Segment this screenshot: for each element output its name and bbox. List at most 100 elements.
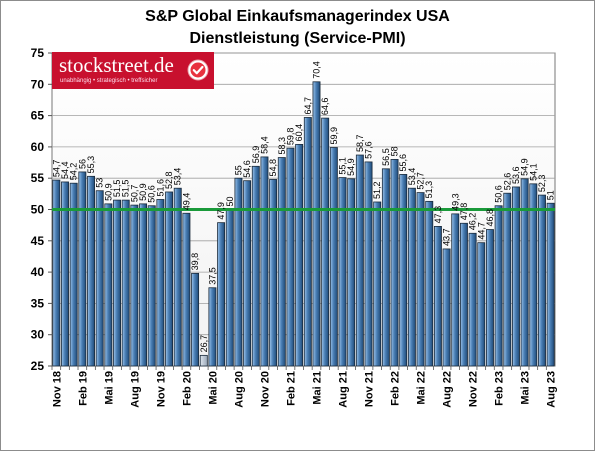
bar [425, 200, 434, 367]
value-label: 57,6 [364, 141, 374, 159]
x-axis-ticks: Nov 18 Feb 19 Mai 19 Aug 19 Nov 19 Feb 20 Mai … [51, 366, 558, 408]
bar [217, 222, 226, 367]
bar [243, 180, 252, 367]
value-label: 56 [77, 159, 87, 169]
bar [442, 248, 451, 367]
bar [538, 194, 546, 367]
bar [69, 182, 78, 367]
value-label: 50,9 [138, 183, 148, 201]
bar [269, 179, 278, 367]
logo-name: stockstreet.de [59, 53, 174, 77]
x-tick-label: Feb 23 [494, 371, 506, 406]
bar [329, 147, 338, 367]
bar [529, 183, 538, 367]
value-label: 58,4 [259, 136, 269, 154]
bar [199, 354, 208, 367]
value-label: 56,9 [251, 146, 261, 164]
bar [225, 209, 234, 367]
bar [295, 143, 304, 367]
x-tick-label: Aug 22 [442, 371, 454, 408]
y-axis-ticks: 25 30 35 40 45 50 55 60 65 70 75 [31, 46, 52, 373]
bar [381, 168, 390, 367]
x-tick-label: Nov 19 [155, 371, 167, 407]
value-label: 47,8 [459, 203, 469, 221]
logo-tagline: unabhängig • strategisch • treffsicher [60, 78, 158, 84]
value-label: 54,7 [51, 160, 61, 178]
value-label: 26,7 [199, 335, 209, 353]
value-label: 47,3 [433, 206, 443, 224]
value-label: 51 [546, 190, 556, 200]
bar [338, 177, 347, 367]
value-label: 55,3 [86, 156, 96, 174]
bar [286, 147, 295, 367]
value-label: 50,7 [129, 185, 139, 203]
bar [459, 222, 468, 367]
bars [52, 81, 555, 367]
y-tick-label: 30 [31, 328, 45, 342]
bar [260, 156, 269, 367]
y-tick-label: 55 [31, 171, 45, 185]
x-tick-label: Mai 20 [207, 371, 219, 405]
value-label: 54,4 [60, 161, 70, 179]
bar [130, 204, 139, 367]
x-tick-label: Nov 20 [259, 371, 271, 407]
value-label: 54,8 [268, 159, 278, 177]
y-tick-label: 75 [31, 46, 45, 60]
y-tick-label: 45 [31, 234, 45, 248]
bar [494, 205, 503, 367]
value-label: 55,6 [398, 154, 408, 172]
value-label: 44,7 [476, 222, 486, 240]
y-tick-label: 65 [31, 109, 45, 123]
x-tick-label: Feb 19 [77, 371, 89, 406]
chart-title-line-2: Dienstleistung (Service-PMI) [189, 30, 406, 47]
value-label: 46,2 [468, 213, 478, 231]
value-label: 51,3 [424, 181, 434, 199]
bar [147, 205, 156, 367]
x-tick-label: Nov 21 [364, 371, 376, 407]
bar [347, 178, 356, 367]
bar [312, 81, 321, 367]
value-label: 54,9 [346, 158, 356, 176]
x-tick-label: Aug 23 [546, 371, 558, 408]
value-label: 55,1 [338, 157, 348, 175]
value-label: 51,2 [372, 181, 382, 199]
value-label: 52,7 [416, 172, 426, 190]
y-tick-label: 60 [31, 140, 45, 154]
bar [503, 192, 512, 367]
value-label: 64,7 [303, 97, 313, 115]
bar [390, 159, 399, 367]
y-tick-label: 50 [31, 203, 45, 217]
bar [477, 242, 486, 367]
x-tick-label: Nov 22 [468, 371, 480, 407]
bar [303, 117, 312, 367]
value-label: 54,2 [69, 163, 79, 181]
value-label: 37,5 [207, 267, 217, 285]
value-label: 58 [390, 146, 400, 156]
value-label: 50,6 [494, 185, 504, 203]
chart-title: S&P Global Einkaufsmanagerindex USA Dien… [0, 6, 595, 50]
value-label: 49,3 [450, 193, 460, 211]
bar [104, 203, 113, 367]
value-label: 56,5 [381, 148, 391, 166]
value-label: 53 [95, 178, 105, 188]
value-label: 47,9 [216, 202, 226, 220]
bar [546, 202, 555, 367]
bar [234, 177, 243, 367]
value-label: 54,9 [520, 158, 530, 176]
value-label: 52,3 [537, 175, 547, 193]
bar [78, 171, 87, 367]
value-label: 51,5 [121, 180, 131, 198]
bar [139, 203, 148, 367]
bar [156, 199, 165, 367]
x-tick-label: Aug 19 [129, 371, 141, 408]
x-tick-label: Feb 22 [390, 371, 402, 406]
value-label: 52,8 [164, 171, 174, 189]
y-tick-label: 25 [31, 359, 45, 373]
value-label: 51,6 [155, 179, 165, 197]
bar [399, 174, 408, 367]
chart-title-line-1: S&P Global Einkaufsmanagerindex USA [145, 8, 450, 25]
value-label: 43,7 [442, 228, 452, 246]
value-label: 53,6 [511, 166, 521, 184]
bar [407, 187, 416, 367]
